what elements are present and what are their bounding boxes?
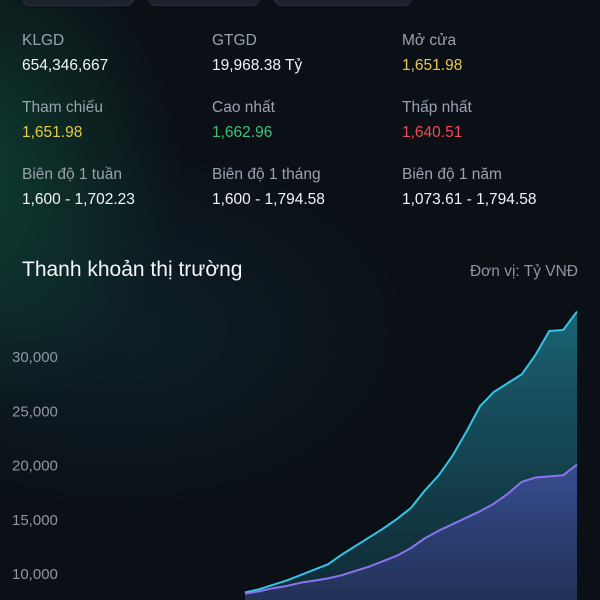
stat-label: Biên độ 1 tuần — [22, 166, 122, 183]
stat-label: Biên độ 1 năm — [402, 166, 502, 183]
y-tick-label: 30,000 — [12, 349, 58, 366]
stat-value: 1,662.96 — [212, 124, 273, 141]
stat-label: GTGD — [212, 32, 257, 49]
stat-low-price: Thấp nhất 1,640.51 — [402, 97, 582, 150]
liquidity-title: Thanh khoản thị trường — [22, 258, 243, 281]
stat-value: 654,346,667 — [22, 57, 109, 74]
stat-range-1-week: Biên độ 1 tuần 1,600 - 1,702.23 — [22, 164, 212, 217]
stat-reference-price: Tham chiếu 1,651.98 — [22, 97, 212, 150]
stat-value: 1,640.51 — [402, 124, 463, 141]
stat-value: 1,651.98 — [22, 124, 83, 141]
stat-value: 19,968.38 Tỷ — [212, 57, 303, 74]
y-tick-label: 15,000 — [12, 512, 58, 529]
stat-value: 1,600 - 1,702.23 — [22, 191, 135, 208]
stat-range-1-month: Biên độ 1 tháng 1,600 - 1,794.58 — [212, 164, 402, 217]
stat-label: Thấp nhất — [402, 99, 472, 116]
chart-series-group — [244, 310, 578, 600]
y-axis: 10,000 15,000 20,000 25,000 30,000 — [12, 349, 58, 583]
liquidity-header: Thanh khoản thị trường Đơn vị: Tỷ VNĐ — [22, 258, 578, 282]
liquidity-chart[interactable]: 10,000 15,000 20,000 25,000 30,000 — [0, 300, 600, 600]
stat-value: 1,651.98 — [402, 57, 463, 74]
stat-value: 1,073.61 - 1,794.58 — [402, 191, 537, 208]
tab-2[interactable] — [148, 0, 260, 6]
stat-high-price: Cao nhất 1,662.96 — [212, 97, 402, 150]
stat-label: Cao nhất — [212, 99, 275, 116]
stat-value: 1,600 - 1,794.58 — [212, 191, 325, 208]
stats-grid: KLGD 654,346,667 GTGD 19,968.38 Tỷ Mở cử… — [22, 30, 582, 217]
y-tick-label: 25,000 — [12, 403, 58, 420]
liquidity-unit: Đơn vị: Tỷ VNĐ — [469, 263, 578, 280]
stat-label: Mở cửa — [402, 32, 457, 49]
y-tick-label: 10,000 — [12, 566, 58, 583]
stat-label: KLGD — [22, 32, 65, 49]
stat-gtgd: GTGD 19,968.38 Tỷ — [212, 30, 402, 83]
stat-klgd: KLGD 654,346,667 — [22, 30, 212, 83]
y-tick-label: 20,000 — [12, 458, 58, 475]
stat-label: Biên độ 1 tháng — [212, 166, 321, 183]
stat-label: Tham chiếu — [22, 99, 103, 116]
top-tab-bar — [22, 0, 412, 6]
series-area-2 — [245, 464, 577, 600]
tab-3[interactable] — [274, 0, 412, 6]
stat-open-price: Mở cửa 1,651.98 — [402, 30, 582, 83]
stat-range-1-year: Biên độ 1 năm 1,073.61 - 1,794.58 — [402, 164, 582, 217]
tab-1[interactable] — [22, 0, 134, 6]
